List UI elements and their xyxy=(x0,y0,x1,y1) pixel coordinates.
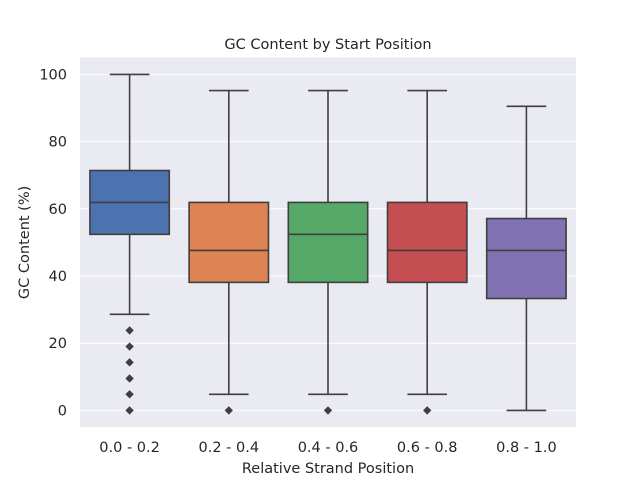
box-iqr xyxy=(287,201,369,284)
box-group xyxy=(89,73,171,415)
x-tick-label: 0.6 - 0.8 xyxy=(397,440,458,456)
y-tick-label: 60 xyxy=(49,202,67,218)
box-iqr xyxy=(485,217,567,300)
x-tick-label: 0.2 - 0.4 xyxy=(199,440,260,456)
box-group xyxy=(386,89,468,415)
box-iqr xyxy=(386,201,468,284)
outlier-point xyxy=(224,406,233,415)
outlier-point xyxy=(323,406,333,415)
y-axis-label: GC Content (%) xyxy=(17,186,33,299)
y-tick-label: 40 xyxy=(49,269,67,285)
outlier-point xyxy=(125,342,134,351)
x-tick-label: 0.0 - 0.2 xyxy=(99,440,160,456)
y-tick-labels: 0 20 40 60 80 100 xyxy=(39,67,67,419)
y-tick-label: 80 xyxy=(49,135,67,151)
outlier-point xyxy=(125,406,134,415)
outlier-point xyxy=(125,358,134,367)
box-group xyxy=(188,89,270,415)
outlier-point xyxy=(125,326,134,335)
y-tick-label: 0 xyxy=(58,403,67,419)
boxes xyxy=(89,73,567,415)
outlier-point xyxy=(125,390,134,399)
x-tick-labels: 0.0 - 0.2 0.2 - 0.4 0.4 - 0.6 0.6 - 0.8 0.8 … xyxy=(99,440,556,456)
chart-title: GC Content by Start Position xyxy=(224,37,431,53)
box-iqr xyxy=(188,201,270,284)
x-axis-label: Relative Strand Position xyxy=(242,461,414,477)
box-group xyxy=(485,105,567,412)
x-tick-label: 0.8 - 1.0 xyxy=(496,440,557,456)
x-tick-label: 0.4 - 0.6 xyxy=(298,440,359,456)
y-tick-label: 100 xyxy=(39,67,67,83)
box-group xyxy=(287,89,369,415)
y-tick-label: 20 xyxy=(49,336,67,352)
outlier-point xyxy=(423,406,432,415)
outlier-point xyxy=(125,374,134,383)
